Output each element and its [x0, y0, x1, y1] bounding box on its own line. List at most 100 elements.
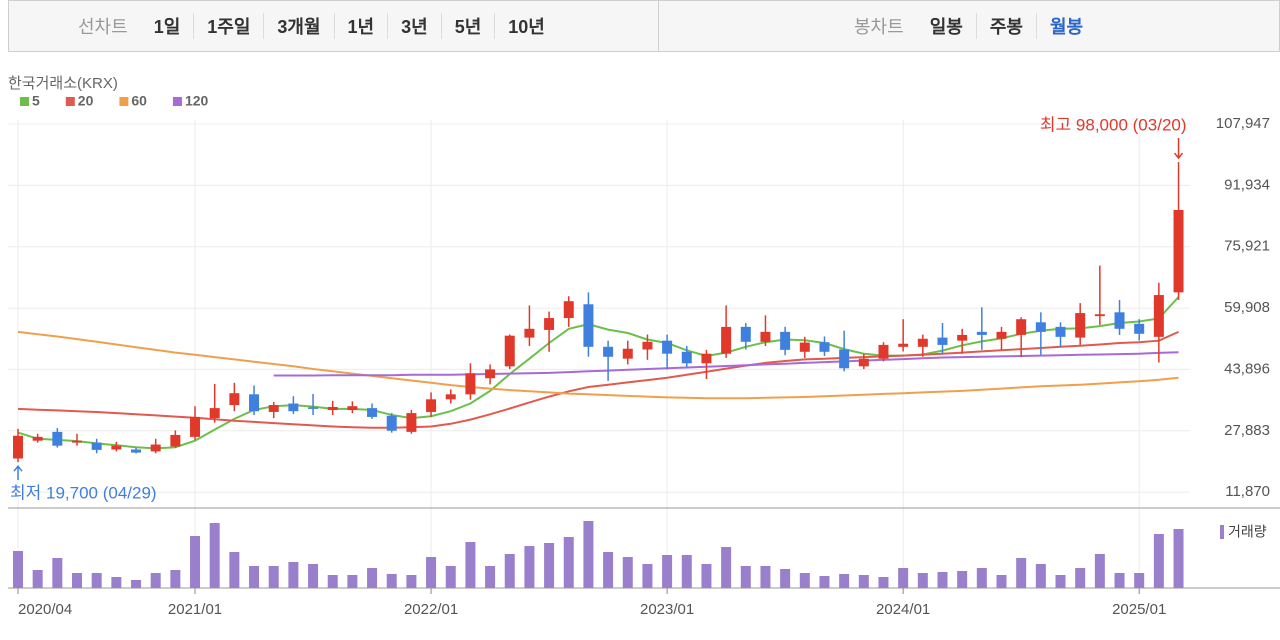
chart: 한국거래소(KRX)5 20 60 120 11,870 27,883 43,896 59,9…: [8, 75, 1280, 618]
candle-body: [622, 348, 633, 359]
candle-body: [957, 334, 968, 341]
candle-body: [347, 406, 358, 411]
volume-bar: [937, 572, 948, 588]
y-tick-label: 107,947: [1216, 115, 1270, 132]
legend-swatch: [119, 97, 129, 106]
candle-body: [150, 444, 161, 452]
candle-body: [544, 318, 555, 330]
volume-bar: [445, 566, 456, 588]
volume-bar: [288, 562, 299, 588]
candle-body: [268, 405, 279, 412]
legend-label: 120: [185, 93, 209, 109]
volume-bar: [858, 575, 869, 588]
legend-swatch: [20, 97, 29, 106]
candle-body: [327, 406, 338, 411]
legend-label: 20: [78, 93, 94, 109]
candle-body: [445, 394, 456, 400]
candle-body: [249, 394, 260, 412]
volume-bar: [839, 574, 850, 588]
candle-body: [13, 435, 23, 459]
volume-bar: [701, 564, 712, 588]
volume-bar: [917, 573, 928, 588]
volume-bar: [170, 570, 181, 588]
candle-body: [72, 440, 83, 443]
volume-bar: [662, 555, 673, 588]
volume-bar: [780, 569, 791, 588]
volume-bar: [740, 566, 751, 588]
volume-bar: [367, 568, 378, 588]
candle-body: [1153, 295, 1164, 337]
volume-bar: [1094, 554, 1105, 588]
legend-label: 60: [131, 93, 147, 109]
volume-bar: [1075, 568, 1086, 588]
moving-average-line: [273, 351, 1179, 377]
candle-body: [819, 342, 830, 352]
candle-body: [485, 369, 496, 379]
candle-body: [996, 331, 1007, 339]
volume-bar: [347, 575, 358, 588]
volume-bar: [544, 543, 555, 588]
volume-bar: [52, 558, 63, 588]
x-tick-label: 2022/01: [404, 601, 458, 618]
candle-body: [52, 431, 63, 446]
candle-body: [642, 341, 653, 350]
candle-body: [170, 434, 181, 447]
candle-body: [603, 346, 614, 357]
candle-body: [426, 399, 437, 412]
period-button[interactable]: 주봉: [975, 13, 1036, 39]
period-button[interactable]: 3개월: [263, 13, 333, 39]
candle-body: [367, 408, 378, 417]
volume-bar: [563, 537, 574, 588]
volume-bar: [760, 566, 771, 588]
candle-body: [858, 358, 869, 367]
period-button[interactable]: 일봉: [929, 17, 963, 37]
volume-bar: [1114, 573, 1125, 588]
legend-label: 거래량: [1228, 524, 1267, 540]
legend-swatch: [65, 97, 75, 106]
volume-bar: [13, 551, 23, 588]
high-annotation: 최고 98,000 (03/20): [1040, 115, 1187, 134]
y-tick-label: 91,934: [1224, 176, 1270, 193]
x-tick-label: 2023/01: [640, 601, 694, 618]
candle-body: [406, 413, 417, 432]
period-button[interactable]: 1년: [333, 13, 388, 39]
candle-body: [917, 338, 928, 347]
candle-body: [563, 301, 574, 319]
volume-bar: [1035, 564, 1046, 588]
low-annotation: 최저 19,700 (04/29): [10, 483, 157, 502]
period-button[interactable]: 3년: [387, 13, 441, 39]
candle-body: [465, 373, 476, 395]
toolbar-label: 선차트: [78, 17, 128, 37]
moving-average-line: [17, 330, 1179, 429]
period-button[interactable]: 1주일: [193, 13, 263, 39]
volume-bar: [485, 566, 496, 588]
candle-body: [839, 349, 850, 369]
period-button[interactable]: 5년: [440, 13, 495, 39]
candle-body: [229, 393, 240, 406]
period-button[interactable]: 월봉: [1035, 13, 1096, 39]
volume-bar: [583, 521, 594, 588]
candle-body: [32, 436, 43, 441]
volume-bar: [1055, 575, 1066, 588]
x-tick-label: 2025/01: [1112, 601, 1166, 618]
candle-body: [131, 449, 142, 453]
volume-bar: [465, 542, 476, 588]
line-chart-toolbar: 선차트 1일 1주일 3개월 1년 3년 5년 10년: [8, 0, 659, 52]
candle-body: [386, 415, 397, 431]
candle-body: [1055, 326, 1066, 337]
candle-body: [898, 343, 909, 347]
period-button[interactable]: 10년: [494, 13, 558, 39]
volume-bar: [1173, 529, 1184, 588]
candle-body: [1134, 323, 1145, 334]
volume-bar: [131, 580, 142, 588]
y-tick-label: 11,870: [1225, 483, 1270, 500]
candle-body: [937, 337, 948, 345]
legend-label: 5: [32, 93, 40, 109]
candle-body: [760, 331, 771, 342]
candle-body: [209, 408, 220, 419]
volume-bar: [524, 546, 535, 588]
volume-bar: [386, 574, 397, 588]
candle-body: [190, 416, 201, 437]
period-button[interactable]: 1일: [153, 17, 181, 37]
volume-bar: [976, 568, 987, 588]
